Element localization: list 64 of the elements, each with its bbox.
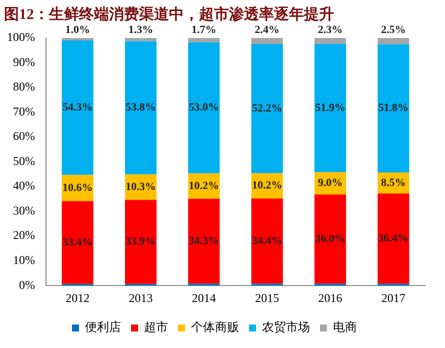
x-tick-label: 2016: [318, 290, 342, 305]
chart-title: 图12：生鲜终端消费渠道中，超市渗透率逐年提升: [4, 4, 334, 23]
data-label: 51.8%: [378, 102, 409, 114]
x-tick-label: 2017: [381, 290, 406, 305]
x-tick-label: 2013: [128, 290, 153, 305]
data-label: 8.5%: [381, 176, 406, 189]
legend-label: 超市: [144, 320, 168, 334]
y-tick-label: 50%: [12, 154, 35, 168]
data-label: 34.4%: [252, 234, 282, 247]
data-label: 36.4%: [378, 232, 409, 244]
legend-label: 农贸市场: [262, 320, 310, 334]
data-label: 10.3%: [126, 181, 156, 194]
bar: [378, 44, 410, 172]
bar: [62, 40, 94, 175]
x-tick-label: 2015: [255, 290, 280, 305]
data-label: 10.2%: [188, 180, 220, 192]
y-tick-label: 40%: [12, 178, 35, 193]
data-label: 9.0%: [318, 177, 343, 190]
data-label: 1.0%: [65, 24, 90, 36]
y-tick-label: 90%: [12, 54, 35, 69]
data-label: 36.0%: [315, 232, 346, 245]
bar: [124, 38, 157, 42]
bar: [251, 38, 283, 44]
data-label: 2.4%: [254, 24, 280, 36]
data-label: 52.2%: [252, 102, 282, 114]
bar: [314, 38, 346, 44]
data-label: 2.5%: [381, 24, 406, 36]
bar: [314, 194, 346, 284]
data-label: 10.6%: [62, 182, 93, 194]
y-tick-label: 100%: [6, 30, 35, 44]
bar: [188, 42, 220, 174]
bar: [188, 38, 220, 42]
legend-label: 电商: [333, 320, 357, 334]
bar: [251, 44, 283, 174]
data-label: 33.9%: [126, 236, 156, 248]
bar: [188, 198, 220, 284]
data-label: 34.3%: [188, 235, 220, 247]
bar: [124, 41, 157, 174]
y-tick-label: 0%: [18, 278, 35, 292]
bar: [378, 38, 410, 44]
data-label: 53.0%: [188, 102, 220, 114]
data-label: 51.9%: [315, 102, 346, 114]
y-tick-label: 20%: [12, 228, 35, 242]
x-tick-label: 2012: [66, 290, 90, 305]
bar: [314, 44, 346, 172]
x-tick-label: 2014: [192, 290, 216, 305]
y-tick-label: 30%: [12, 203, 35, 218]
bar: [378, 193, 410, 284]
data-label: 2.3%: [318, 24, 343, 36]
data-label: 54.3%: [62, 102, 93, 114]
y-tick-label: 70%: [12, 104, 35, 118]
data-label: 33.4%: [62, 236, 93, 248]
data-label: 1.3%: [128, 24, 154, 36]
bar: [124, 200, 157, 284]
y-tick-label: 10%: [12, 252, 35, 267]
legend-label: 个体商贩: [191, 320, 239, 334]
data-label: 10.2%: [252, 180, 282, 192]
y-tick-label: 60%: [12, 129, 35, 144]
data-label: 53.8%: [126, 102, 156, 114]
legend-label: 便利店: [85, 320, 121, 334]
data-label: 1.7%: [192, 24, 216, 36]
y-tick-label: 80%: [12, 80, 35, 94]
bar: [251, 198, 283, 284]
bar: [62, 201, 94, 284]
